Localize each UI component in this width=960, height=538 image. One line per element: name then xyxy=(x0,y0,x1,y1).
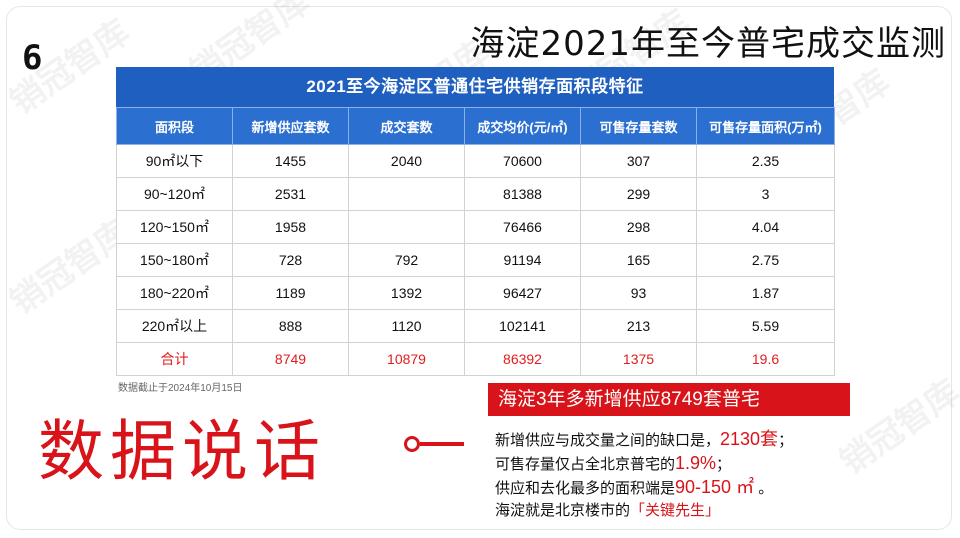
cell-inventory-units: 213 xyxy=(580,309,697,343)
slide-number: 6 xyxy=(22,38,43,78)
gap-punct: ； xyxy=(778,432,794,449)
cell-sales-units-highlighted: 2826 xyxy=(348,210,465,244)
cell-area-range: 90~120㎡ xyxy=(116,177,233,211)
cell-sales-units: 2040 xyxy=(348,144,465,178)
slide-title: 海淀2021年至今普宅成交监测 xyxy=(470,24,946,64)
header-new-supply: 新增供应套数 xyxy=(232,107,349,145)
header-inventory-area: 可售存量面积(万㎡) xyxy=(696,107,835,145)
cell-sales-units: 792 xyxy=(348,243,465,277)
table-header-row: 面积段 新增供应套数 成交套数 成交均价(元/㎡) 可售存量套数 可售存量面积(… xyxy=(116,107,835,145)
data-speaks-heading: 数据说话 xyxy=(38,413,326,490)
conclusion-line-area: 供应和去化最多的面积端是90-150 ㎡ 。 xyxy=(495,476,895,500)
cell-new-supply: 1189 xyxy=(232,276,349,310)
share-punct: ； xyxy=(716,456,732,473)
cell-inventory-area: 4.04 xyxy=(696,210,835,244)
connector-dot-icon xyxy=(404,436,420,452)
total-inventory-units: 1375 xyxy=(580,342,697,376)
key-value: 「关键先生」 xyxy=(630,502,721,519)
cell-inventory-units: 165 xyxy=(580,243,697,277)
cell-inventory-area: 5.59 xyxy=(696,309,835,343)
table-row: 90~120㎡ 2531 2709 81388 299 3 xyxy=(116,177,835,211)
gap-value: 2130套 xyxy=(720,429,779,449)
cell-inventory-units: 299 xyxy=(580,177,697,211)
supply-sales-table: 面积段 新增供应套数 成交套数 成交均价(元/㎡) 可售存量套数 可售存量面积(… xyxy=(116,107,835,376)
conclusion-points: 新增供应与成交量之间的缺口是，2130套； 可售存量仅占全北京普宅的1.9%； … xyxy=(495,428,895,522)
share-value: 1.9% xyxy=(675,453,717,473)
table-row: 90㎡以下 1455 2040 70600 307 2.35 xyxy=(116,144,835,178)
area-text: 供应和去化最多的面积端是 xyxy=(495,480,676,497)
cell-avg-price: 81388 xyxy=(464,177,581,211)
gap-text: 新增供应与成交量之间的缺口是， xyxy=(495,432,721,449)
cell-new-supply: 888 xyxy=(232,309,349,343)
table-caption: 2021至今海淀区普通住宅供销存面积段特征 xyxy=(116,67,834,107)
key-text: 海淀就是北京楼市的 xyxy=(495,502,631,519)
table-total-row: 合计 8749 10879 86392 1375 19.6 xyxy=(116,342,835,376)
cell-new-supply: 2531 xyxy=(232,177,349,211)
share-text: 可售存量仅占全北京普宅的 xyxy=(495,456,676,473)
cell-avg-price: 96427 xyxy=(464,276,581,310)
area-punct: 。 xyxy=(754,480,774,497)
conclusion-line-share: 可售存量仅占全北京普宅的1.9%； xyxy=(495,452,895,476)
header-sales-units: 成交套数 xyxy=(348,107,465,145)
conclusion-line-gap: 新增供应与成交量之间的缺口是，2130套； xyxy=(495,428,895,452)
area-value: 90-150 ㎡ xyxy=(675,477,755,497)
cell-inventory-area: 3 xyxy=(696,177,835,211)
cell-inventory-units: 307 xyxy=(580,144,697,178)
cell-sales-units-highlighted: 2709 xyxy=(348,177,465,211)
cell-avg-price: 102141 xyxy=(464,309,581,343)
cell-inventory-units: 93 xyxy=(580,276,697,310)
data-cutoff-note: 数据截止于2024年10月15日 xyxy=(118,383,243,394)
header-inventory-units: 可售存量套数 xyxy=(580,107,697,145)
table-row: 220㎡以上 888 1120 102141 213 5.59 xyxy=(116,309,835,343)
total-label: 合计 xyxy=(116,342,233,376)
cell-inventory-area: 2.35 xyxy=(696,144,835,178)
cell-sales-units: 1392 xyxy=(348,276,465,310)
total-sales-units: 10879 xyxy=(348,342,465,376)
cell-area-range: 150~180㎡ xyxy=(116,243,233,277)
cell-avg-price: 91194 xyxy=(464,243,581,277)
cell-inventory-units: 298 xyxy=(580,210,697,244)
cell-area-range: 180~220㎡ xyxy=(116,276,233,310)
total-inventory-area: 19.6 xyxy=(696,342,835,376)
cell-area-range: 120~150㎡ xyxy=(116,210,233,244)
connector-pointer xyxy=(404,436,466,452)
total-new-supply: 8749 xyxy=(232,342,349,376)
table-row: 120~150㎡ 1958 2826 76466 298 4.04 xyxy=(116,210,835,244)
cell-avg-price: 70600 xyxy=(464,144,581,178)
cell-area-range: 90㎡以下 xyxy=(116,144,233,178)
cell-inventory-area: 2.75 xyxy=(696,243,835,277)
total-avg-price: 86392 xyxy=(464,342,581,376)
table-row: 180~220㎡ 1189 1392 96427 93 1.87 xyxy=(116,276,835,310)
cell-new-supply: 1958 xyxy=(232,210,349,244)
cell-inventory-area: 1.87 xyxy=(696,276,835,310)
table-row: 150~180㎡ 728 792 91194 165 2.75 xyxy=(116,243,835,277)
conclusion-banner: 海淀3年多新增供应8749套普宅 xyxy=(488,383,850,416)
cell-new-supply: 1455 xyxy=(232,144,349,178)
header-area-range: 面积段 xyxy=(116,107,233,145)
conclusion-line-key: 海淀就是北京楼市的「关键先生」 xyxy=(495,500,895,522)
header-avg-price: 成交均价(元/㎡) xyxy=(464,107,581,145)
data-table-panel: 2021至今海淀区普通住宅供销存面积段特征 面积段 新增供应套数 成交套数 成交… xyxy=(116,67,835,376)
cell-sales-units: 1120 xyxy=(348,309,465,343)
cell-avg-price: 76466 xyxy=(464,210,581,244)
cell-area-range: 220㎡以上 xyxy=(116,309,233,343)
connector-line xyxy=(420,442,464,446)
cell-new-supply: 728 xyxy=(232,243,349,277)
